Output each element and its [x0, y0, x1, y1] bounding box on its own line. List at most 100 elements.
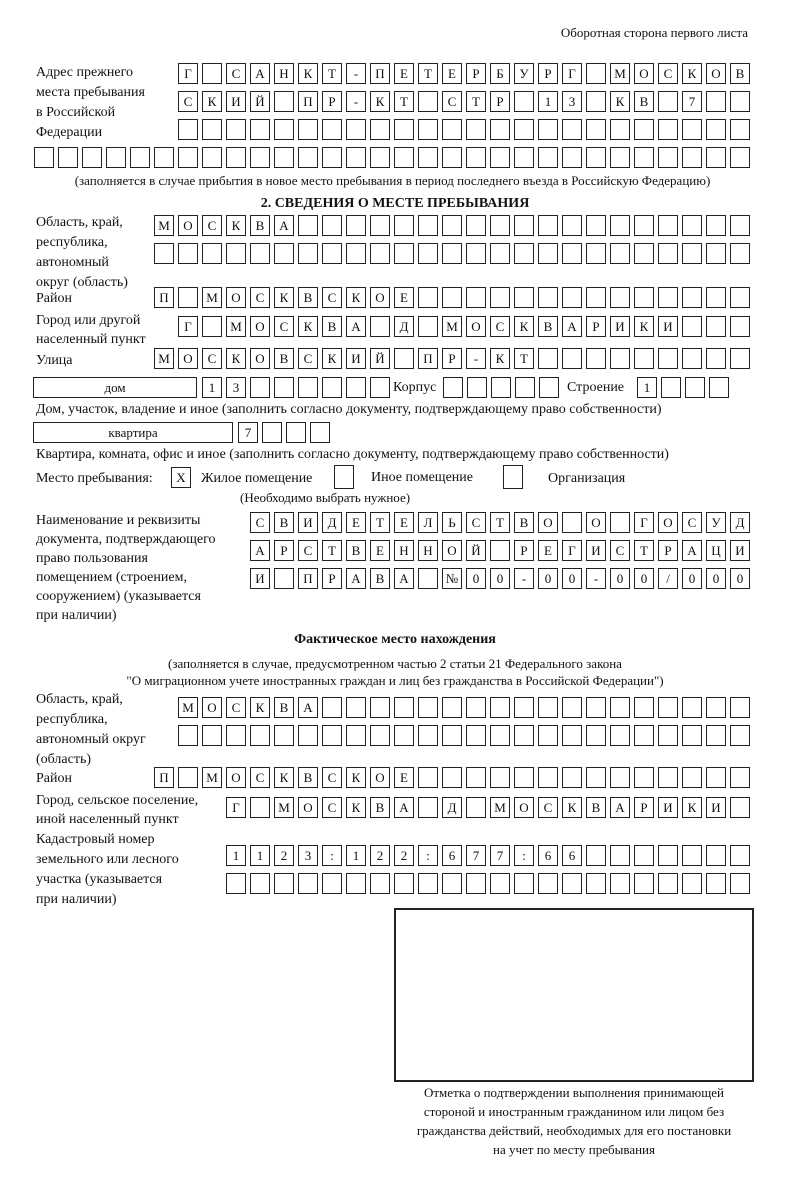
char-cell[interactable]: С [322, 287, 342, 308]
char-cell[interactable]: 1 [250, 845, 270, 866]
char-cell[interactable]: У [706, 512, 726, 533]
char-cell[interactable] [514, 147, 534, 168]
char-cell[interactable]: - [346, 91, 366, 112]
char-cell[interactable] [538, 287, 558, 308]
char-cell[interactable]: М [202, 287, 222, 308]
char-cell[interactable] [682, 697, 702, 718]
char-cell[interactable] [370, 725, 390, 746]
char-cell[interactable] [418, 215, 438, 236]
char-cell[interactable]: К [202, 91, 222, 112]
char-cell[interactable]: К [346, 797, 366, 818]
char-cell[interactable] [514, 243, 534, 264]
char-cell[interactable]: Г [634, 512, 654, 533]
char-cell[interactable]: 0 [466, 568, 486, 589]
char-cell[interactable] [298, 215, 318, 236]
char-cell[interactable] [418, 873, 438, 894]
char-cell[interactable]: С [250, 767, 270, 788]
char-cell[interactable] [82, 147, 102, 168]
char-cell[interactable] [562, 512, 582, 533]
char-cell[interactable]: Т [418, 63, 438, 84]
char-cell[interactable] [250, 725, 270, 746]
char-cell[interactable] [442, 767, 462, 788]
char-cell[interactable] [322, 243, 342, 264]
char-cell[interactable] [658, 348, 678, 369]
char-cell[interactable]: К [226, 215, 246, 236]
char-cell[interactable] [610, 348, 630, 369]
char-cell[interactable]: В [322, 316, 342, 337]
document-row-3[interactable]: И П Р А В А № 0 0-0 0-0 0/0 0 0 [250, 568, 754, 590]
char-cell[interactable] [274, 725, 294, 746]
char-cell[interactable] [586, 287, 606, 308]
char-cell[interactable]: Р [466, 63, 486, 84]
char-cell[interactable]: Г [178, 316, 198, 337]
char-cell[interactable]: Т [490, 512, 510, 533]
char-cell[interactable]: Ц [706, 540, 726, 561]
char-cell[interactable]: Ь [442, 512, 462, 533]
char-cell[interactable]: В [538, 316, 558, 337]
char-cell[interactable]: Н [274, 63, 294, 84]
char-cell[interactable] [346, 243, 366, 264]
char-cell[interactable]: 1 [637, 377, 657, 398]
char-cell[interactable] [706, 725, 726, 746]
char-cell[interactable] [658, 243, 678, 264]
char-cell[interactable] [418, 287, 438, 308]
char-cell[interactable] [709, 377, 729, 398]
char-cell[interactable] [634, 873, 654, 894]
char-cell[interactable]: Е [394, 512, 414, 533]
char-cell[interactable] [682, 287, 702, 308]
char-cell[interactable]: И [226, 91, 246, 112]
char-cell[interactable]: М [274, 797, 294, 818]
char-cell[interactable]: О [226, 287, 246, 308]
char-cell[interactable] [610, 119, 630, 140]
char-cell[interactable]: 1 [346, 845, 366, 866]
char-cell[interactable] [346, 215, 366, 236]
char-cell[interactable]: О [298, 797, 318, 818]
char-cell[interactable]: В [298, 767, 318, 788]
char-cell[interactable] [706, 316, 726, 337]
char-cell[interactable]: М [154, 348, 174, 369]
char-cell[interactable] [34, 147, 54, 168]
char-cell[interactable]: А [250, 63, 270, 84]
char-cell[interactable] [226, 119, 246, 140]
char-cell[interactable]: И [298, 512, 318, 533]
char-cell[interactable]: М [442, 316, 462, 337]
char-cell[interactable]: Г [562, 63, 582, 84]
char-cell[interactable]: Е [394, 287, 414, 308]
char-cell[interactable] [706, 767, 726, 788]
char-cell[interactable] [202, 243, 222, 264]
char-cell[interactable]: К [610, 91, 630, 112]
char-cell[interactable]: К [274, 767, 294, 788]
char-cell[interactable]: А [346, 316, 366, 337]
char-cell[interactable]: 0 [634, 568, 654, 589]
char-cell[interactable] [370, 316, 390, 337]
char-cell[interactable] [370, 119, 390, 140]
char-cell[interactable]: О [634, 63, 654, 84]
char-cell[interactable]: О [250, 348, 270, 369]
char-cell[interactable] [262, 422, 282, 443]
char-cell[interactable]: С [322, 797, 342, 818]
char-cell[interactable] [466, 215, 486, 236]
char-cell[interactable]: С [178, 91, 198, 112]
char-cell[interactable] [538, 725, 558, 746]
char-cell[interactable] [490, 287, 510, 308]
char-cell[interactable] [586, 119, 606, 140]
char-cell[interactable]: К [682, 63, 702, 84]
char-cell[interactable]: М [610, 63, 630, 84]
prev-address-row-4[interactable] [34, 147, 754, 169]
char-cell[interactable]: А [394, 797, 414, 818]
char-cell[interactable]: В [370, 797, 390, 818]
char-cell[interactable] [346, 697, 366, 718]
char-cell[interactable] [394, 697, 414, 718]
char-cell[interactable] [250, 797, 270, 818]
char-cell[interactable]: М [490, 797, 510, 818]
char-cell[interactable] [418, 767, 438, 788]
char-cell[interactable]: П [298, 568, 318, 589]
char-cell[interactable]: В [730, 63, 750, 84]
char-cell[interactable] [658, 873, 678, 894]
char-cell[interactable] [586, 845, 606, 866]
char-cell[interactable] [706, 845, 726, 866]
char-cell[interactable] [730, 287, 750, 308]
char-cell[interactable] [466, 697, 486, 718]
